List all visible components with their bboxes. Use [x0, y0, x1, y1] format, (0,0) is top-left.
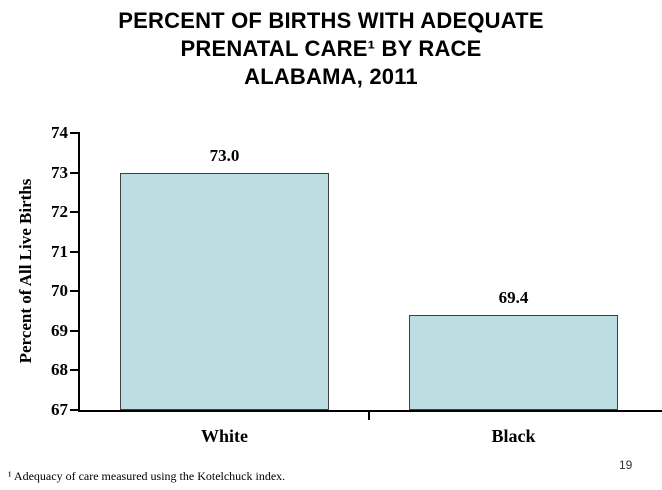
y-tick-mark: [70, 290, 78, 293]
bar-black: [409, 315, 618, 410]
chart-title-line-3: ALABAMA, 2011: [244, 64, 418, 89]
y-tick-mark: [70, 409, 78, 411]
y-tick-label: 67: [51, 400, 68, 419]
y-tick-label: 71: [51, 241, 68, 261]
x-tick-mark: [368, 412, 370, 420]
x-category-label: White: [201, 426, 248, 446]
x-category-label: Black: [491, 426, 536, 446]
x-axis-line: [78, 410, 662, 412]
y-tick-mark: [70, 329, 78, 332]
bar-value-label: 69.4: [498, 288, 529, 308]
bar-value-label: 73.0: [209, 145, 240, 165]
chart-title: PERCENT OF BIRTHS WITH ADEQUATE PRENATAL…: [0, 7, 662, 91]
chart-title-line-2: PRENATAL CARE¹ BY RACE: [180, 36, 482, 61]
y-tick-label: 72: [51, 202, 68, 222]
y-tick-label: 74: [51, 123, 68, 142]
y-tick-label: 73: [51, 162, 68, 182]
chart-title-line-1: PERCENT OF BIRTHS WITH ADEQUATE: [118, 8, 544, 33]
footnote: ¹ Adequacy of care measured using the Ko…: [8, 469, 286, 483]
y-tick-mark: [70, 250, 78, 253]
y-tick-mark: [70, 369, 78, 372]
y-tick-mark: [70, 171, 78, 174]
y-tick-mark: [70, 211, 78, 214]
bar-white: [120, 172, 329, 410]
y-axis-line: [78, 132, 80, 412]
page-number: 19: [619, 458, 633, 472]
y-tick-label: 69: [51, 320, 68, 340]
y-tick-label: 70: [51, 281, 68, 301]
y-tick-mark: [70, 132, 78, 134]
y-tick-label: 68: [51, 360, 68, 380]
